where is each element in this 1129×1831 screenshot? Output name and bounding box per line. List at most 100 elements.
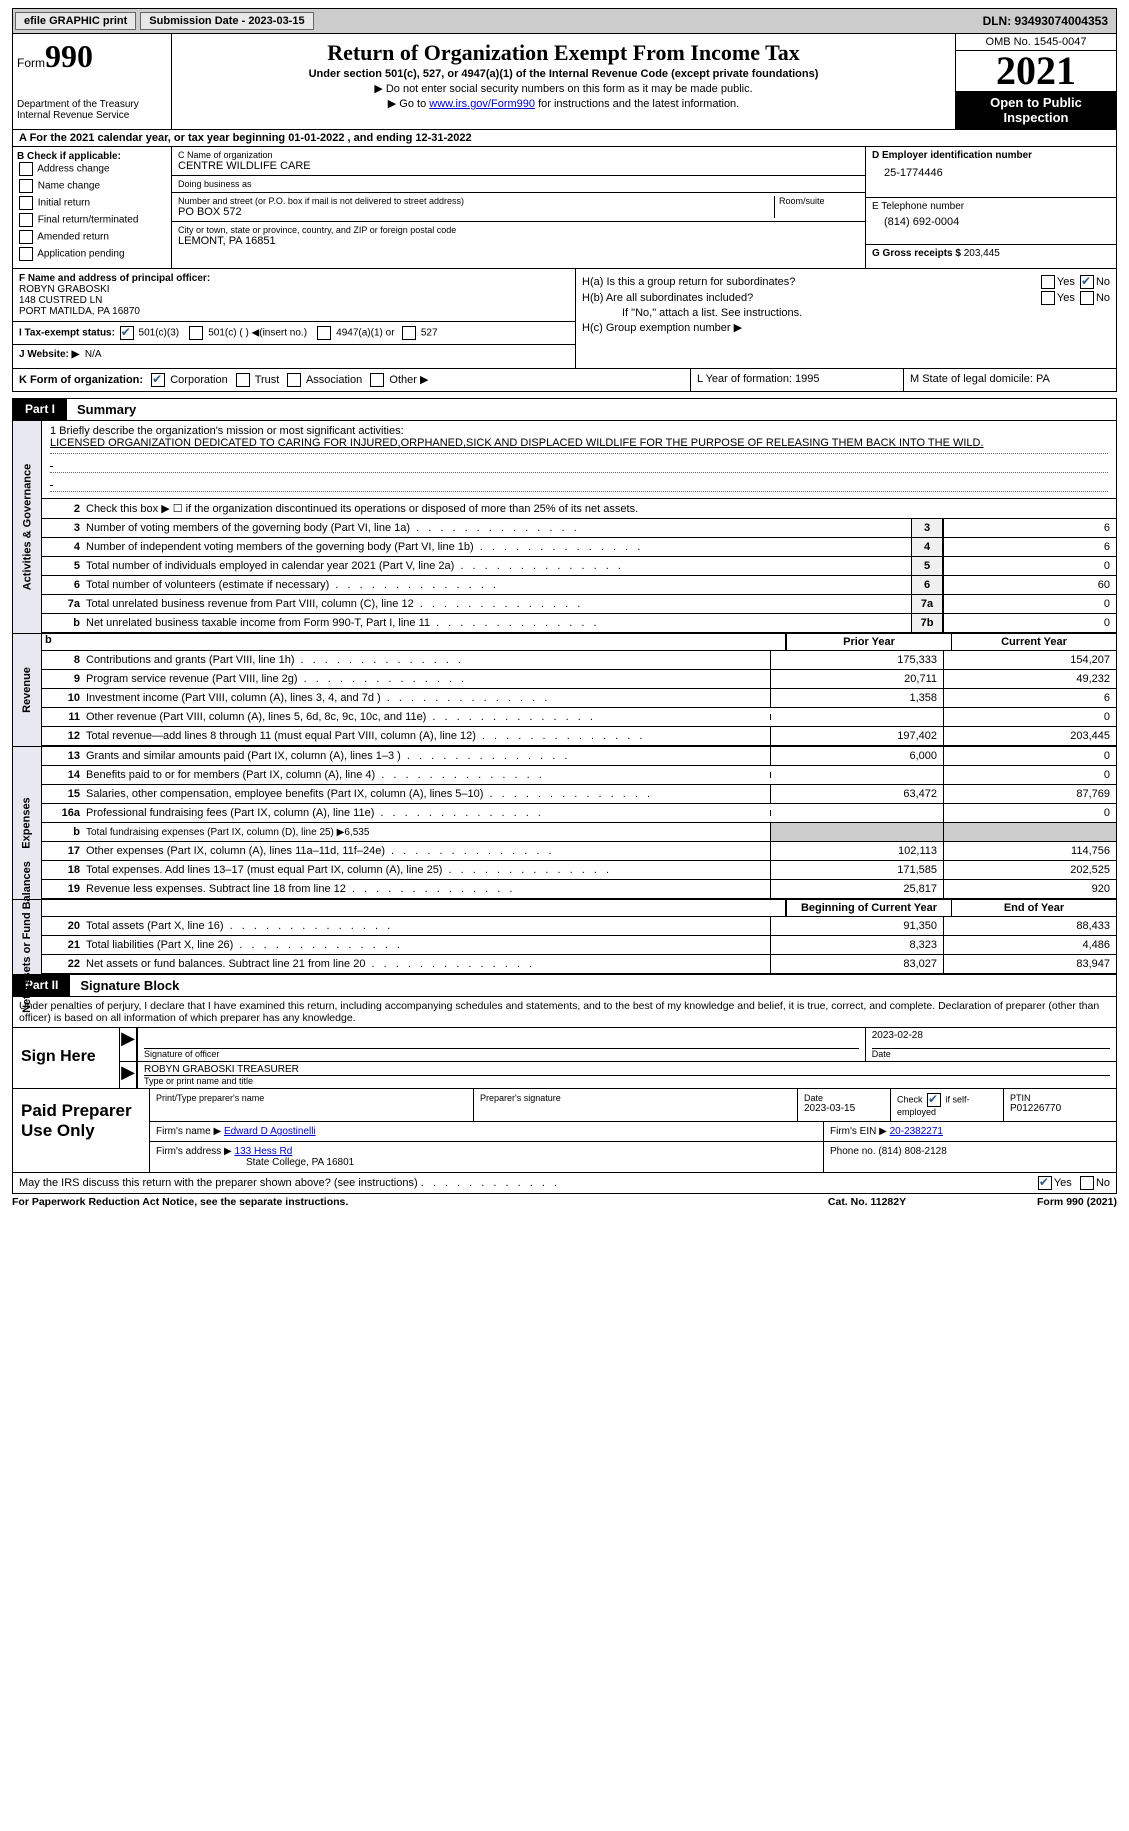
exp-side-label: Expenses	[21, 797, 33, 848]
part2-header: Part II Signature Block	[12, 975, 1117, 997]
ha-yes[interactable]	[1041, 275, 1055, 289]
calendar-year-line: A For the 2021 calendar year, or tax yea…	[12, 130, 1117, 147]
line2-text: Check this box ▶ ☐ if the organization d…	[84, 499, 1116, 518]
revenue-section: Revenue b Prior Year Current Year 8Contr…	[12, 634, 1117, 747]
open-inspection: Open to Public Inspection	[956, 91, 1116, 129]
amended-return-checkbox[interactable]	[19, 230, 33, 244]
table-row: 12Total revenue—add lines 8 through 11 (…	[42, 727, 1116, 746]
tax-year: 2021	[956, 51, 1116, 91]
form-number: Form990	[17, 38, 167, 75]
table-row: 5Total number of individuals employed in…	[42, 557, 1116, 576]
application-pending-checkbox[interactable]	[19, 247, 33, 261]
part1-tab: Part I	[13, 399, 67, 420]
rev-side-label: Revenue	[21, 667, 33, 713]
net-side-label: Net Assets or Fund Balances	[21, 861, 33, 1013]
501c3-checkbox[interactable]	[120, 326, 134, 340]
501c-checkbox[interactable]	[189, 326, 203, 340]
addr-label: Number and street (or P.O. box if mail i…	[178, 196, 770, 206]
final-return-checkbox[interactable]	[19, 213, 33, 227]
ein-label: D Employer identification number	[872, 150, 1110, 161]
part2-title: Signature Block	[70, 975, 189, 996]
part1-header: Part I Summary	[12, 398, 1117, 421]
mission-text: LICENSED ORGANIZATION DEDICATED TO CARIN…	[50, 437, 1108, 454]
discuss-text: May the IRS discuss this return with the…	[19, 1177, 1036, 1189]
hb-note: If "No," attach a list. See instructions…	[582, 307, 1110, 319]
firm-ein[interactable]: 20-2382271	[890, 1126, 943, 1137]
tax-status-label: I Tax-exempt status:	[19, 328, 115, 339]
tel-value: (814) 692-0004	[872, 212, 1110, 228]
ssn-note: ▶ Do not enter social security numbers o…	[178, 82, 949, 95]
part1-title: Summary	[67, 399, 146, 420]
hb-yes[interactable]	[1041, 291, 1055, 305]
table-row: 10Investment income (Part VIII, column (…	[42, 689, 1116, 708]
form-footer: Form 990 (2021)	[967, 1196, 1117, 1208]
dept-label: Department of the Treasury	[17, 99, 167, 110]
self-employed-check: Check if self-employed	[891, 1089, 1004, 1121]
table-row: 14Benefits paid to or for members (Part …	[42, 766, 1116, 785]
form-subtitle: Under section 501(c), 527, or 4947(a)(1)…	[178, 68, 949, 80]
hb-label: H(b) Are all subordinates included?	[582, 292, 1039, 304]
perjury-declaration: Under penalties of perjury, I declare th…	[12, 997, 1117, 1028]
governance-section: Activities & Governance 1 Briefly descri…	[12, 421, 1117, 634]
other-checkbox[interactable]	[370, 373, 384, 387]
discuss-yes[interactable]	[1038, 1176, 1052, 1190]
irs-link[interactable]: www.irs.gov/Form990	[429, 98, 535, 110]
firm-addr2: State College, PA 16801	[156, 1157, 817, 1168]
gross-label: G Gross receipts $	[872, 248, 961, 259]
mission-label: 1 Briefly describe the organization's mi…	[50, 425, 1108, 437]
preparer-name-label: Print/Type preparer's name	[156, 1093, 467, 1103]
initial-return-checkbox[interactable]	[19, 196, 33, 210]
firm-name[interactable]: Edward D Agostinelli	[224, 1126, 316, 1137]
city-value: LEMONT, PA 16851	[178, 235, 859, 247]
org-name-label: C Name of organization	[178, 150, 859, 160]
table-row: 13Grants and similar amounts paid (Part …	[42, 747, 1116, 766]
hc-label: H(c) Group exemption number ▶	[582, 321, 1110, 334]
section-fh: F Name and address of principal officer:…	[12, 269, 1117, 369]
officer-addr2: PORT MATILDA, PA 16870	[19, 306, 569, 317]
website-value: N/A	[85, 349, 102, 360]
arrow-icon: ▶	[120, 1028, 138, 1061]
table-row: 3Number of voting members of the governi…	[42, 519, 1116, 538]
trust-checkbox[interactable]	[236, 373, 250, 387]
table-row: 6Total number of volunteers (estimate if…	[42, 576, 1116, 595]
tel-label: E Telephone number	[872, 201, 1110, 212]
officer-addr1: 148 CUSTRED LN	[19, 295, 569, 306]
table-row: 7aTotal unrelated business revenue from …	[42, 595, 1116, 614]
efile-print-button[interactable]: efile GRAPHIC print	[15, 12, 136, 30]
prep-date: 2023-03-15	[804, 1103, 884, 1114]
527-checkbox[interactable]	[402, 326, 416, 340]
paid-preparer-block: Paid Preparer Use Only Print/Type prepar…	[12, 1089, 1117, 1173]
name-title-label: Type or print name and title	[144, 1075, 1110, 1086]
addr-value: PO BOX 572	[178, 206, 770, 218]
corp-checkbox[interactable]	[151, 373, 165, 387]
firm-addr1[interactable]: 133 Hess Rd	[235, 1146, 293, 1157]
table-row: 16aProfessional fundraising fees (Part I…	[42, 804, 1116, 823]
goto-note: ▶ Go to www.irs.gov/Form990 for instruct…	[178, 97, 949, 110]
m-state-domicile: M State of legal domicile: PA	[903, 369, 1116, 391]
table-row: 11Other revenue (Part VIII, column (A), …	[42, 708, 1116, 727]
table-row: 21Total liabilities (Part X, line 26)8,3…	[42, 936, 1116, 955]
address-change-checkbox[interactable]	[19, 162, 33, 176]
hb-no[interactable]	[1080, 291, 1094, 305]
net-assets-section: Net Assets or Fund Balances Beginning of…	[12, 900, 1117, 975]
ptin-label: PTIN	[1010, 1093, 1110, 1103]
table-row: 18Total expenses. Add lines 13–17 (must …	[42, 861, 1116, 880]
4947-checkbox[interactable]	[317, 326, 331, 340]
phone-value: (814) 808-2128	[878, 1146, 946, 1157]
form-title: Return of Organization Exempt From Incom…	[178, 40, 949, 66]
end-year-head: End of Year	[951, 900, 1116, 916]
phone-label: Phone no.	[830, 1146, 876, 1157]
table-row: 9Program service revenue (Part VIII, lin…	[42, 670, 1116, 689]
ha-no[interactable]	[1080, 275, 1094, 289]
check-applicable-label: B Check if applicable:	[17, 151, 167, 162]
assoc-checkbox[interactable]	[287, 373, 301, 387]
table-row: 15Salaries, other compensation, employee…	[42, 785, 1116, 804]
ha-label: H(a) Is this a group return for subordin…	[582, 276, 1039, 288]
current-year-head: Current Year	[951, 634, 1116, 650]
discuss-no[interactable]	[1080, 1176, 1094, 1190]
officer-label: F Name and address of principal officer:	[19, 273, 569, 284]
gross-value: 203,445	[964, 248, 1000, 259]
self-employed-checkbox[interactable]	[927, 1093, 941, 1107]
name-change-checkbox[interactable]	[19, 179, 33, 193]
k-label: K Form of organization:	[19, 374, 143, 386]
